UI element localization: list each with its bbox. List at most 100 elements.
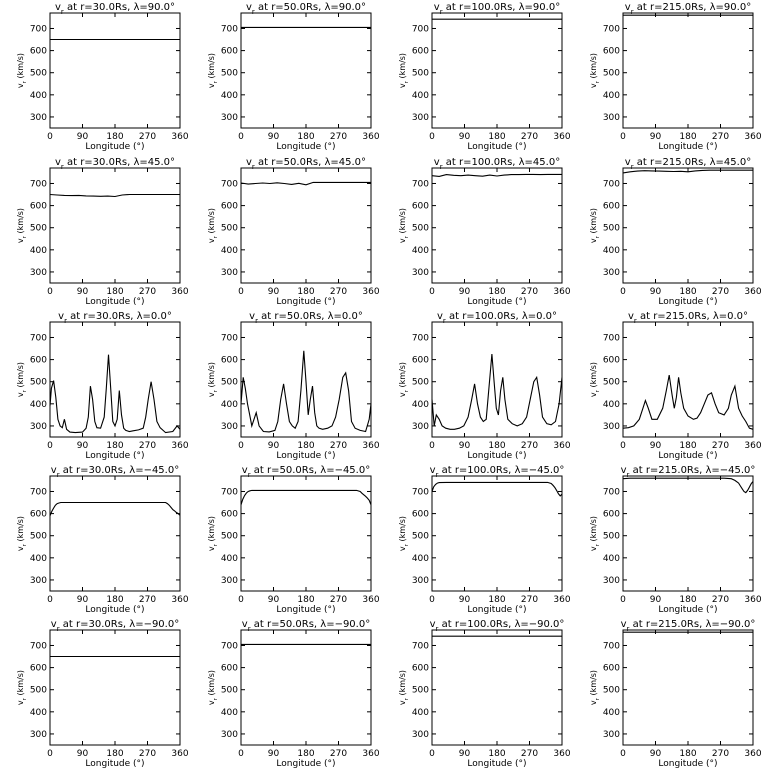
y-tick-label: 600 [30,356,47,366]
panel-20: vr at r=215.0Rs, λ=−90.0° 0 90 180 270 360 300… [589,619,762,768]
panel-title: vr at r=100.0Rs, λ=90.0° [434,2,560,16]
y-tick-label: 300 [30,113,47,123]
x-tick-label: 270 [712,132,729,142]
panel-title: vr at r=100.0Rs, λ=0.0° [437,311,557,325]
panel-title: vr at r=50.0Rs, λ=−90.0° [242,619,370,633]
y-tick-label: 300 [30,576,47,586]
x-tick-label: 270 [139,132,156,142]
y-tick-label: 500 [603,224,620,234]
panel-10: vr at r=50.0Rs, λ=0.0° 0 90 180 270 360 300 400… [207,311,380,461]
x-tick-label: 90 [268,441,280,451]
panel-title: vr at r=100.0Rs, λ=−45.0° [430,465,565,479]
data-line [622,477,754,494]
x-tick-label: 90 [268,595,280,605]
x-tick-label: 270 [712,749,729,759]
y-tick-label: 400 [30,91,47,101]
x-tick-label: 360 [171,132,188,142]
y-axis-label: vr (km/s) [589,53,601,88]
y-tick-label: 600 [30,202,47,212]
y-tick-label: 700 [412,24,429,34]
y-tick-label: 700 [412,487,429,497]
y-tick-label: 600 [603,47,620,57]
plot-frame [431,321,563,438]
x-tick-label: 360 [553,595,570,605]
x-tick-label: 270 [330,132,347,142]
x-tick-label: 90 [268,287,280,297]
y-tick-label: 700 [221,24,238,34]
y-tick-label: 400 [30,246,47,256]
y-axis-label: vr (km/s) [589,362,601,397]
y-tick-label: 300 [221,422,238,432]
y-axis-label: vr (km/s) [207,53,219,88]
panel-2: vr at r=50.0Rs, λ=90.0° 0 90 180 270 360 300 40… [207,2,380,152]
x-axis-label: Longitude (°) [85,605,144,615]
plot-frame [622,12,754,129]
y-tick-label: 700 [221,179,238,189]
y-tick-label: 700 [30,487,47,497]
panel-title: vr at r=50.0Rs, λ=0.0° [249,311,363,325]
y-tick-label: 700 [412,333,429,343]
y-tick-label: 600 [412,202,429,212]
y-axis-label: vr (km/s) [398,208,410,243]
y-tick-label: 600 [221,356,238,366]
x-tick-label: 0 [429,595,435,605]
x-axis-label: Longitude (°) [658,759,717,768]
data-line [431,481,563,497]
y-tick-label: 600 [603,510,620,520]
x-axis-label: Longitude (°) [276,759,335,768]
y-tick-label: 700 [30,24,47,34]
y-tick-label: 400 [412,246,429,256]
y-tick-label: 600 [412,510,429,520]
x-tick-label: 0 [429,132,435,142]
x-tick-label: 270 [139,441,156,451]
y-axis-label: vr (km/s) [16,362,28,397]
y-tick-label: 500 [221,532,238,542]
y-tick-label: 300 [221,576,238,586]
plot-frame [49,475,181,592]
y-axis-label: vr (km/s) [398,670,410,705]
x-tick-label: 90 [77,595,89,605]
y-axis-label: vr (km/s) [207,208,219,243]
x-axis-label: Longitude (°) [276,297,335,307]
data-line [431,173,562,177]
y-tick-label: 500 [412,686,429,696]
panel-title: vr at r=50.0Rs, λ=45.0° [246,157,366,171]
panel-title: vr at r=100.0Rs, λ=45.0° [434,157,560,171]
x-tick-label: 270 [330,595,347,605]
y-tick-label: 500 [30,224,47,234]
x-tick-label: 0 [47,287,53,297]
y-axis-label: vr (km/s) [589,670,601,705]
x-tick-label: 360 [553,749,570,759]
y-tick-label: 300 [603,422,620,432]
y-tick-label: 500 [30,532,47,542]
x-tick-label: 90 [77,132,89,142]
y-tick-label: 700 [412,641,429,651]
x-tick-label: 0 [238,595,244,605]
y-tick-label: 700 [603,179,620,189]
x-tick-label: 270 [139,595,156,605]
y-tick-label: 700 [30,333,47,343]
y-tick-label: 300 [412,576,429,586]
x-axis-label: Longitude (°) [85,759,144,768]
data-line [49,501,181,517]
x-tick-label: 270 [712,595,729,605]
y-tick-label: 400 [603,554,620,564]
y-tick-label: 600 [30,47,47,57]
y-tick-label: 600 [30,664,47,674]
x-axis-label: Longitude (°) [658,297,717,307]
plot-frame [240,475,372,592]
x-tick-label: 90 [650,287,662,297]
x-tick-label: 360 [553,441,570,451]
x-axis-label: Longitude (°) [85,297,144,307]
x-tick-label: 270 [521,287,538,297]
x-tick-label: 360 [171,287,188,297]
panel-title: vr at r=30.0Rs, λ=45.0° [55,157,175,171]
x-tick-label: 180 [297,132,314,142]
data-line [431,354,563,430]
x-axis-label: Longitude (°) [276,451,335,461]
x-tick-label: 180 [679,441,696,451]
x-tick-label: 360 [362,132,379,142]
x-tick-label: 90 [459,749,471,759]
x-tick-label: 90 [650,749,662,759]
